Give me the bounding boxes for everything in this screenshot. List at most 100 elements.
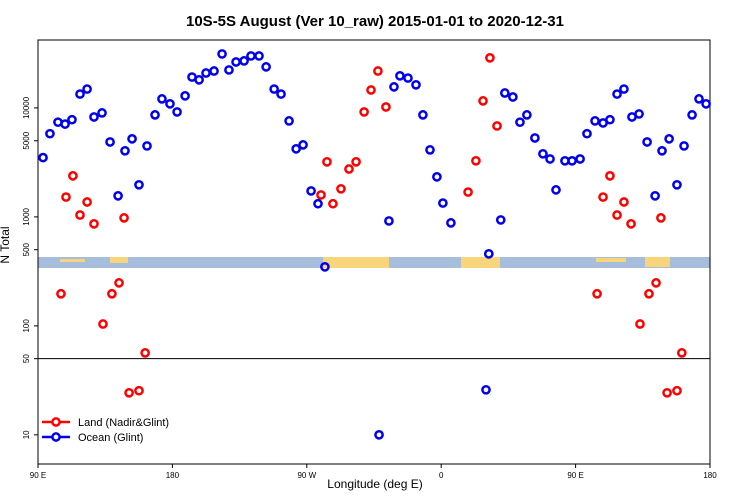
point: [67, 114, 77, 125]
point: [120, 145, 130, 156]
x-tick-label: 90 W: [297, 471, 316, 480]
map-strip: [38, 257, 710, 268]
point: [75, 210, 85, 220]
point: [322, 156, 332, 167]
legend-marker: [51, 417, 61, 427]
point: [313, 198, 323, 209]
point: [650, 190, 660, 201]
point: [75, 89, 85, 99]
point: [373, 66, 383, 76]
point: [679, 141, 689, 151]
point: [657, 145, 667, 156]
point: [575, 154, 585, 164]
point: [124, 387, 134, 398]
point: [328, 198, 338, 209]
point: [582, 128, 592, 139]
point: [381, 102, 391, 112]
point: [662, 387, 672, 398]
x-tick-label: 90 E: [567, 471, 583, 480]
x-axis-label: Longitude (deg E): [327, 477, 422, 491]
point: [551, 185, 561, 195]
point: [463, 187, 473, 197]
point: [672, 179, 682, 190]
y-tick-label: 1000: [22, 207, 31, 225]
point: [254, 51, 264, 61]
point: [114, 278, 124, 288]
point: [500, 88, 510, 98]
point: [446, 218, 456, 228]
y-tick-label: 10: [22, 430, 31, 439]
point: [508, 92, 518, 102]
point: [481, 384, 491, 395]
point: [403, 73, 413, 83]
point: [61, 192, 71, 202]
chart-title: 10S-5S August (Ver 10_raw) 2015-01-01 to…: [186, 13, 564, 30]
point: [140, 348, 150, 358]
point: [478, 96, 488, 106]
point: [306, 186, 316, 196]
point: [619, 197, 629, 207]
point: [626, 219, 636, 229]
point: [68, 171, 78, 181]
point: [344, 164, 354, 174]
point: [605, 114, 615, 125]
legend-label: Land (Nadir&Glint): [78, 417, 169, 429]
point: [209, 66, 219, 76]
point: [165, 98, 175, 109]
point: [612, 89, 622, 99]
point: [60, 119, 70, 129]
point: [642, 137, 652, 147]
point: [672, 385, 682, 396]
point: [127, 134, 137, 144]
legend-marker: [51, 432, 61, 442]
point: [656, 213, 666, 223]
y-tick-label: 50: [22, 354, 31, 363]
x-tick-label: 90 E: [30, 471, 46, 480]
point: [284, 116, 294, 126]
point: [261, 62, 271, 72]
point: [142, 141, 152, 151]
point: [239, 56, 249, 66]
point: [545, 154, 555, 164]
point: [590, 116, 600, 126]
point: [471, 155, 481, 166]
y-tick-label: 5000: [22, 131, 31, 149]
point: [598, 192, 608, 202]
point: [97, 108, 107, 118]
point: [150, 110, 160, 120]
point: [82, 197, 92, 207]
point: [113, 190, 123, 201]
point: [201, 68, 211, 78]
point: [98, 319, 108, 329]
point: [224, 65, 234, 75]
point: [635, 319, 645, 329]
point: [432, 172, 442, 182]
x-tick-label: 180: [703, 471, 717, 480]
point: [38, 152, 48, 163]
point: [217, 49, 227, 59]
point: [530, 133, 540, 143]
point: [134, 179, 144, 190]
point: [664, 134, 674, 144]
point: [592, 288, 602, 299]
point: [276, 89, 286, 99]
point: [172, 107, 182, 117]
y-tick-label: 100: [22, 319, 31, 333]
point: [134, 385, 144, 396]
point: [231, 57, 241, 67]
point: [180, 91, 190, 101]
point: [89, 112, 99, 122]
point: [291, 144, 302, 154]
point: [157, 94, 167, 104]
point: [56, 288, 66, 299]
point: [105, 137, 115, 147]
point: [82, 84, 92, 94]
point: [538, 148, 548, 159]
point: [694, 94, 704, 104]
point: [89, 219, 99, 229]
point: [298, 140, 308, 150]
point: [269, 84, 279, 94]
plot-frame: [37, 39, 711, 465]
point: [336, 183, 346, 194]
